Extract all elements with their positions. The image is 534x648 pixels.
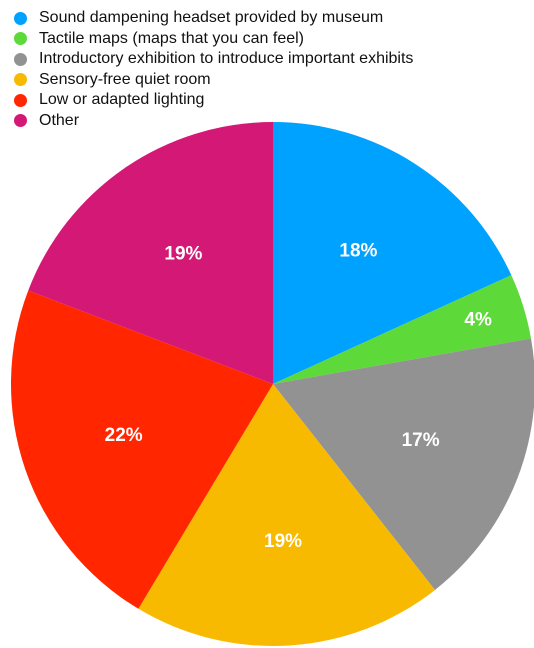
legend-item-adapted-lighting: Low or adapted lighting [14,90,413,111]
chart-legend: Sound dampening headset provided by muse… [14,8,413,131]
legend-swatch [14,52,27,66]
legend-label: Other [39,111,80,129]
legend-label: Introductory exhibition to introduce imp… [39,50,414,68]
legend-swatch [14,32,27,46]
pie-value-label-other: 19% [164,243,202,264]
legend-swatch [14,114,27,128]
pie-value-label-introductory-exhibition: 17% [402,430,440,451]
pie-slice-other [28,122,273,384]
legend-swatch [14,73,27,87]
pie-slice-tactile-maps [273,275,532,384]
pie-value-label-headset: 18% [339,241,377,262]
legend-swatch [14,11,27,25]
legend-label: Tactile maps (maps that you can feel) [39,29,305,47]
pie-slices [10,122,534,647]
pie-value-labels: 18% 4% 17% 19% 22% 19% [105,241,492,553]
pie-value-label-quiet-room: 19% [264,531,302,552]
legend-item-quiet-room: Sensory-free quiet room [14,70,413,91]
pie-value-label-adapted-lighting: 22% [105,425,143,446]
legend-item-tactile-maps: Tactile maps (maps that you can feel) [14,29,413,50]
legend-label: Sensory-free quiet room [39,70,211,88]
legend-item-introductory-exhibition: Introductory exhibition to introduce imp… [14,49,413,70]
legend-label: Sound dampening headset provided by muse… [39,9,384,27]
pie-slice-adapted-lighting [10,290,274,609]
pie-slice-headset [273,122,512,384]
pie-value-label-tactile-maps: 4% [464,310,492,331]
pie-slice-quiet-room [138,384,435,647]
legend-swatch [14,93,27,107]
legend-label: Low or adapted lighting [39,91,205,109]
legend-item-headset: Sound dampening headset provided by muse… [14,8,413,29]
pie-slice-introductory-exhibition [273,338,534,590]
legend-item-other: Other [14,111,413,132]
